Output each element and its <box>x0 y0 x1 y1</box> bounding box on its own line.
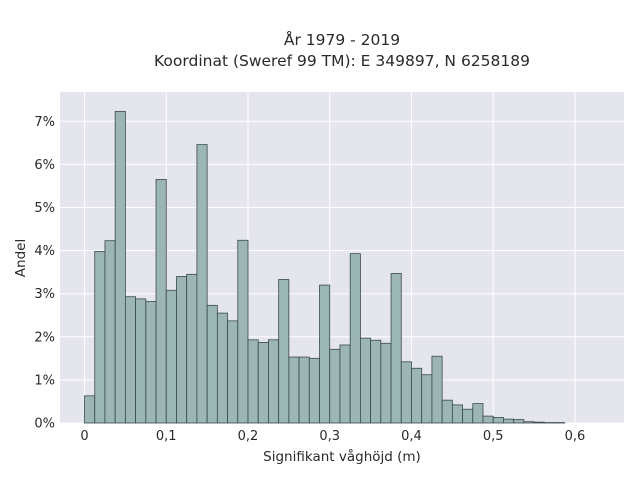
histogram-bar-40 <box>492 416 504 424</box>
histogram-bar-25 <box>339 344 351 424</box>
histogram-bar-18 <box>268 339 280 424</box>
histogram-bar-36 <box>451 404 463 424</box>
histogram-bars <box>84 110 566 424</box>
histogram-bar-41 <box>503 418 515 424</box>
histogram-bar-13 <box>216 312 228 424</box>
histogram-bar-24 <box>329 348 341 424</box>
histogram-bar-5 <box>135 298 147 424</box>
histogram-bar-27 <box>359 337 372 424</box>
x-tick-label-4: 0,4 <box>401 429 422 444</box>
histogram-bar-35 <box>441 399 453 424</box>
histogram-bar-42 <box>513 419 525 424</box>
chart-subtitle: Koordinat (Sweref 99 TM): E 349897, N 62… <box>154 52 530 70</box>
histogram-bar-12 <box>206 304 218 424</box>
histogram-bar-21 <box>298 356 310 424</box>
histogram-bar-28 <box>370 339 382 424</box>
histogram-bar-1 <box>94 251 106 424</box>
histogram-bar-19 <box>278 279 290 424</box>
histogram-bar-8 <box>165 289 177 424</box>
histogram-bar-7 <box>155 179 167 424</box>
histogram-bar-20 <box>288 356 300 424</box>
histogram-bar-16 <box>247 339 259 424</box>
histogram-bar-30 <box>390 273 402 424</box>
histogram-bar-29 <box>380 342 392 424</box>
x-tick-label-5: 0,5 <box>483 429 504 444</box>
histogram-bar-23 <box>319 284 331 424</box>
x-tick-label-2: 0,2 <box>238 429 259 444</box>
y-tick-label-5: 5% <box>34 201 55 216</box>
chart-title: År 1979 - 2019 <box>284 30 400 49</box>
y-tick-label-1: 1% <box>34 373 55 388</box>
histogram-bar-11 <box>196 144 208 424</box>
x-tick-label-6: 0,6 <box>565 429 586 444</box>
y-tick-label-6: 6% <box>34 158 55 173</box>
histogram-bar-3 <box>114 110 126 424</box>
histogram-bar-43 <box>523 421 535 424</box>
histogram-bar-0 <box>84 395 96 424</box>
histogram-bar-26 <box>349 253 361 424</box>
y-tick-label-2: 2% <box>34 330 55 345</box>
histogram-bar-9 <box>176 276 188 424</box>
histogram-bar-14 <box>227 320 239 424</box>
histogram-bar-2 <box>104 240 116 424</box>
histogram-bar-37 <box>462 408 474 424</box>
histogram-bar-17 <box>257 342 269 424</box>
histogram-bar-39 <box>482 415 494 424</box>
histogram-bar-10 <box>186 273 198 424</box>
histogram-bar-34 <box>431 355 443 424</box>
y-tick-label-3: 3% <box>34 287 55 302</box>
histogram-bar-33 <box>421 374 433 424</box>
histogram-bar-15 <box>237 239 249 424</box>
y-tick-label-7: 7% <box>34 115 55 130</box>
y-tick-label-4: 4% <box>34 244 55 259</box>
histogram-bar-38 <box>472 403 484 424</box>
y-tick-label-0: 0% <box>34 417 55 432</box>
histogram-bar-31 <box>400 361 412 424</box>
y-axis-label: Andel <box>13 239 29 277</box>
histogram-bar-6 <box>145 301 157 424</box>
x-tick-label-3: 0,3 <box>319 429 340 444</box>
histogram-bar-4 <box>124 296 137 424</box>
x-tick-label-0: 0 <box>80 429 88 444</box>
y-tick-labels: 0% 1% 2% 3% 4% 5% 6% 7% <box>34 115 55 432</box>
histogram-bar-44 <box>533 421 545 424</box>
x-tick-label-1: 0,1 <box>156 429 177 444</box>
histogram-bar-22 <box>308 357 320 424</box>
x-tick-labels: 0 0,1 0,2 0,3 0,4 0,5 0,6 <box>80 429 585 444</box>
histogram-bar-32 <box>411 367 423 424</box>
x-axis-label: Signifikant våghöjd (m) <box>263 448 421 465</box>
